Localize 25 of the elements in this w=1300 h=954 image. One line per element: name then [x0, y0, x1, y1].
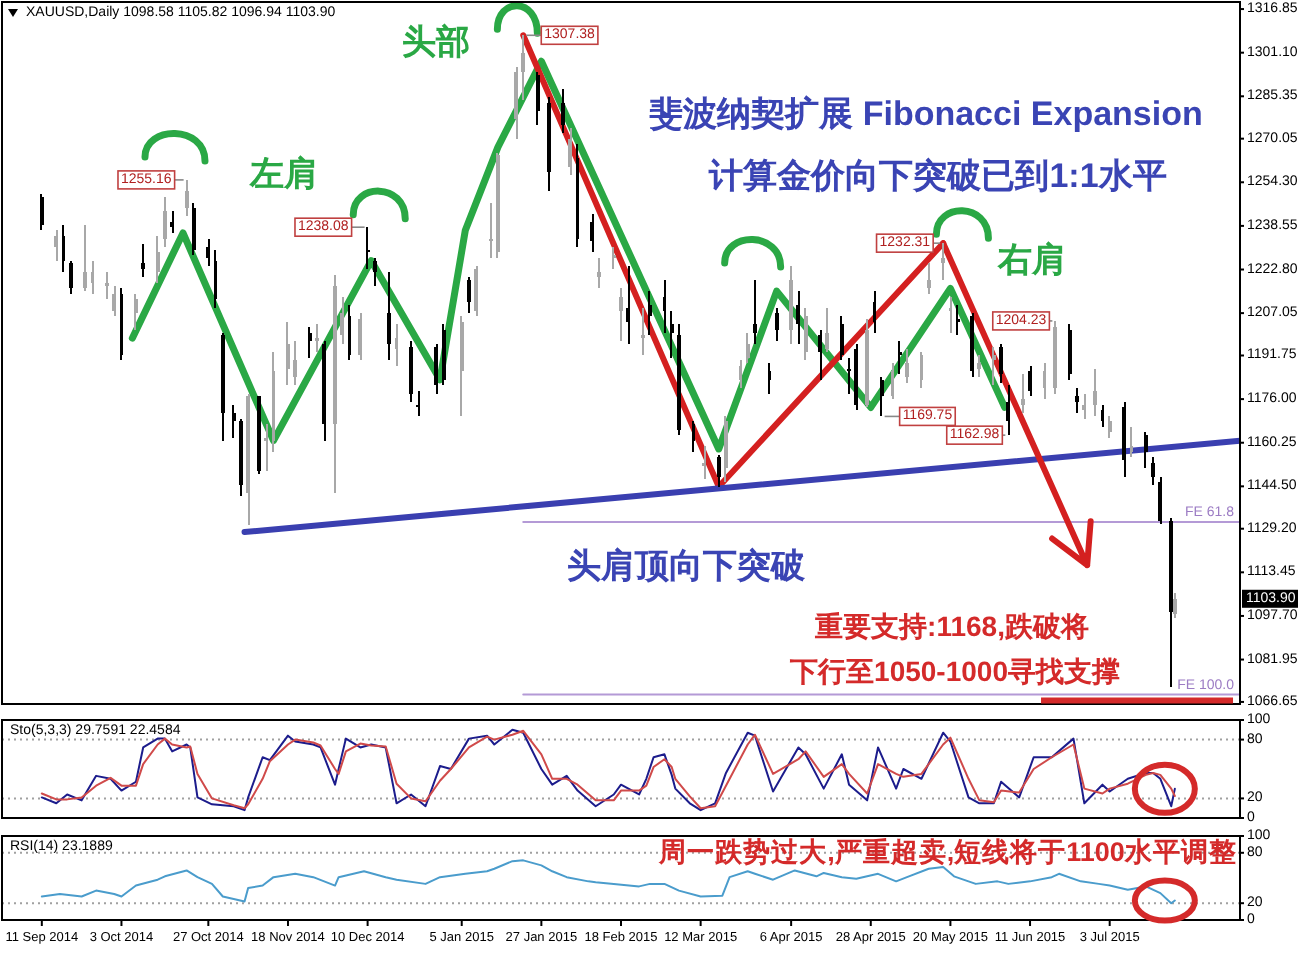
annotation: 周一跌势过大,严重超卖,短线将于1100水平调整 — [657, 837, 1237, 867]
candlestick — [640, 307, 645, 355]
annotation: 重要支持:1168,跌破将 — [813, 610, 1089, 642]
annotation: 左肩 — [248, 155, 318, 193]
annotation: 头部 — [402, 23, 470, 61]
candlestick — [1020, 374, 1025, 413]
candlestick — [611, 246, 616, 269]
annotation: 斐波纳契扩展 Fibonacci Expansion — [649, 95, 1203, 133]
candlestick — [897, 340, 902, 375]
annotation: 下行至1050-1000寻找支撑 — [788, 654, 1120, 687]
candlestick — [416, 390, 421, 416]
annotation: 计算金价向下突破已到1:1水平 — [707, 157, 1167, 195]
candlestick — [1169, 518, 1174, 688]
annotation: 右肩 — [996, 241, 1066, 279]
candlestick — [702, 446, 707, 480]
candlestick — [365, 227, 370, 269]
candlestick — [948, 296, 953, 333]
candlestick — [141, 244, 146, 278]
candlestick — [315, 324, 319, 353]
candlestick — [264, 424, 269, 472]
candlestick — [753, 280, 757, 344]
candlestick — [955, 304, 960, 336]
candlestick — [1173, 593, 1177, 619]
candlestick — [105, 271, 109, 300]
annotation: 头肩顶向下突破 — [567, 547, 807, 585]
